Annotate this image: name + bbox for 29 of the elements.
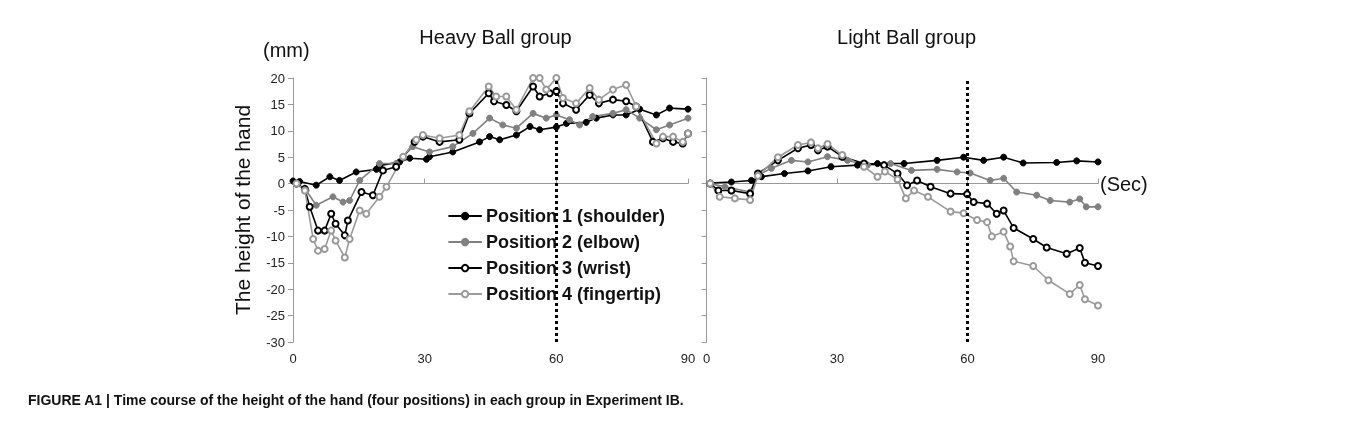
text: (mm)	[263, 39, 310, 61]
x-tick-label: 0	[703, 351, 711, 366]
y-tick-label: 10	[270, 123, 285, 139]
y-tick-label: 5	[277, 149, 285, 165]
x-tick-label: 90	[1090, 351, 1106, 366]
caption: FIGURE A1 | Time course of the height of the hand (four positions) in each group in Experiment IB.	[28, 392, 684, 408]
x-tick-label: 30	[829, 351, 845, 366]
chart-title: Light Ball group	[837, 26, 976, 48]
y-tick-label: -25	[266, 308, 285, 324]
x-tick-label: 30	[417, 351, 432, 366]
legend-label: Position 2 (elbow)	[486, 232, 641, 253]
x-tick-label: 0	[289, 351, 297, 366]
x-tick-label: 90	[680, 351, 696, 366]
x-axis-title: (Sec)	[1100, 172, 1148, 195]
y-tick-label: -15	[266, 255, 285, 271]
legend-label: Position 4 (fingertip)	[486, 284, 662, 305]
y-tick-label: -20	[266, 281, 285, 297]
chart-title: Heavy Ball group	[419, 26, 572, 48]
legend-label: Position 3 (wrist)	[486, 258, 632, 279]
y-tick-label: -10	[266, 228, 285, 244]
y-tick-label: -5	[273, 202, 285, 218]
legend-label: Position 1 (shoulder)	[486, 206, 666, 227]
y-tick-label: -30	[266, 334, 285, 350]
x-tick-label: 60	[549, 351, 564, 366]
y-tick-label: 20	[270, 70, 285, 86]
x-tick-label: 60	[960, 351, 975, 366]
y-tick-label: 0	[277, 176, 285, 192]
y-tick-label: 15	[270, 96, 285, 112]
y-axis-title: The height of the hand	[231, 104, 254, 316]
